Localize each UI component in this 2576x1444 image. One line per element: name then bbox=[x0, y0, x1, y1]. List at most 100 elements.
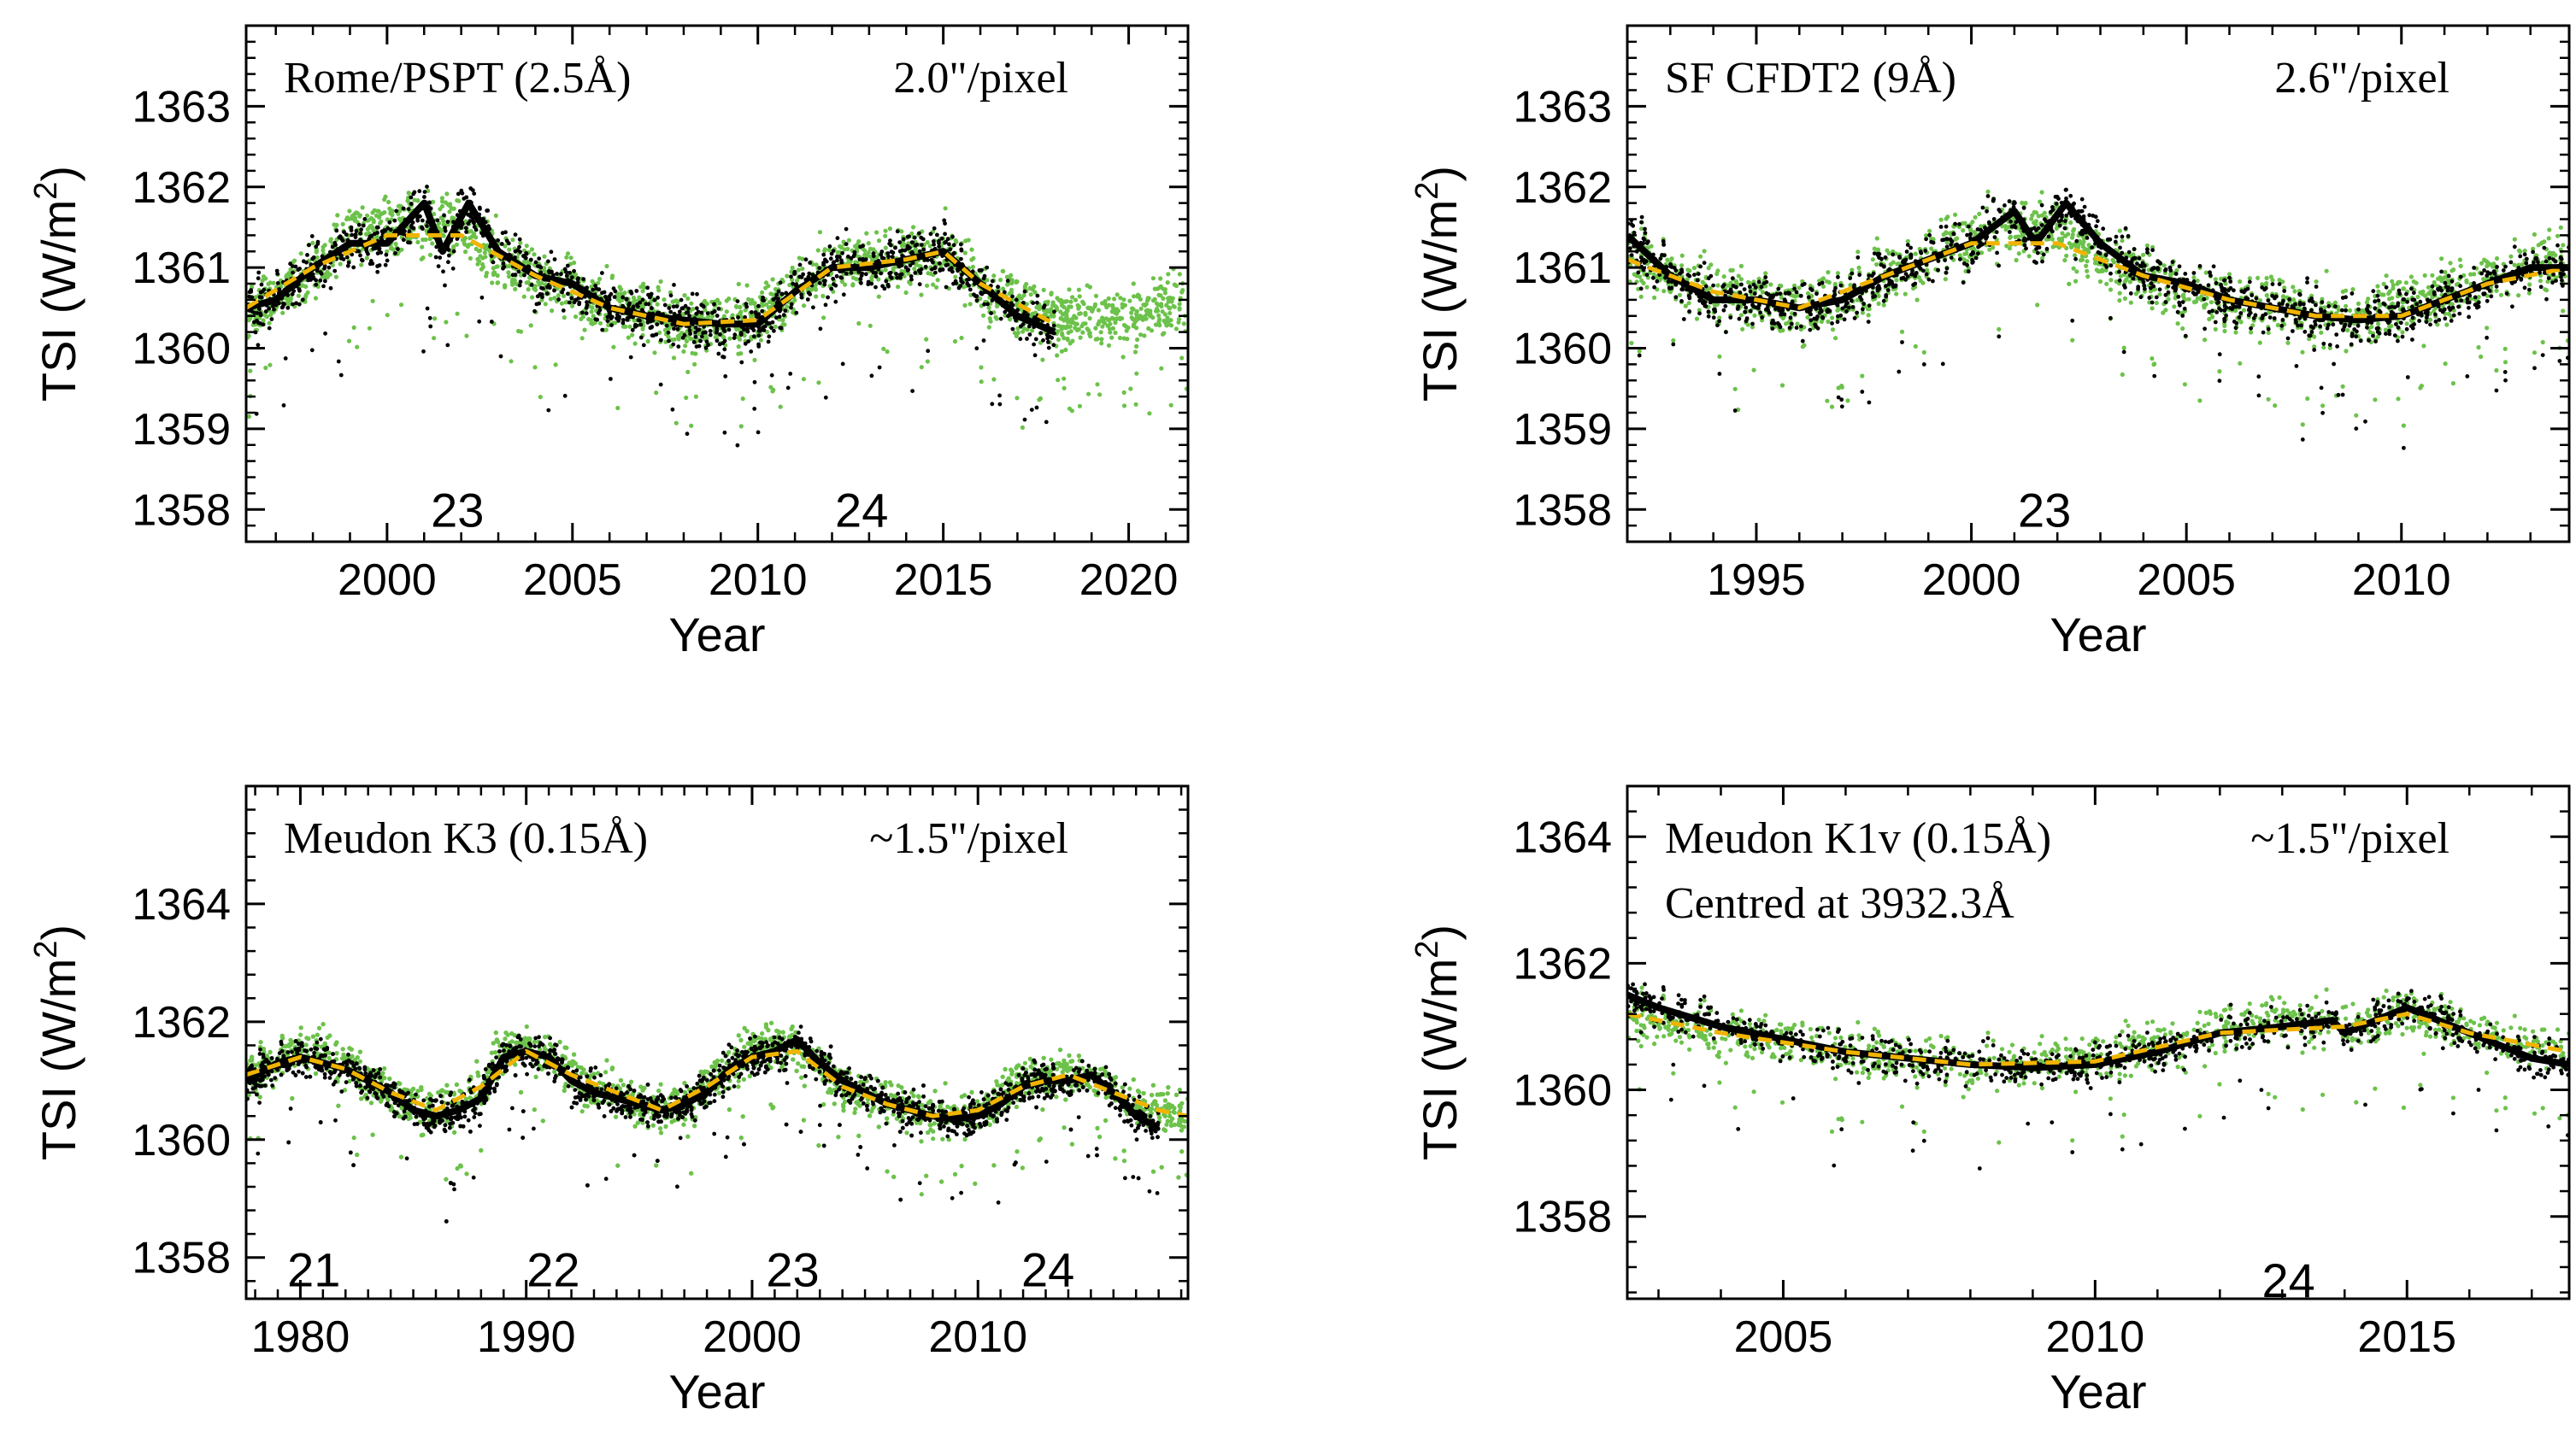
green-point bbox=[817, 230, 823, 235]
green-point bbox=[2062, 233, 2068, 238]
black-point bbox=[944, 263, 949, 267]
black-point bbox=[895, 275, 899, 280]
green-point bbox=[305, 290, 310, 295]
green-point bbox=[2426, 285, 2431, 290]
black-point bbox=[502, 264, 507, 269]
green-point bbox=[1685, 277, 1690, 282]
green-point bbox=[1096, 322, 1101, 327]
green-point bbox=[1829, 404, 1835, 409]
green-point bbox=[854, 276, 859, 282]
green-point bbox=[1779, 383, 1785, 388]
green-point bbox=[596, 280, 601, 285]
green-point bbox=[1133, 402, 1138, 407]
black-point bbox=[776, 296, 780, 302]
green-point bbox=[1132, 294, 1137, 299]
panel-rome-pspt-ylabel: TSI (W/m2) bbox=[28, 166, 85, 402]
green-point bbox=[1751, 367, 1756, 373]
black-point bbox=[952, 250, 956, 255]
black-point bbox=[472, 220, 476, 226]
black-point bbox=[982, 302, 986, 307]
black-point bbox=[743, 341, 748, 346]
green-point bbox=[2086, 249, 2091, 255]
black-point bbox=[281, 301, 285, 306]
black-point bbox=[516, 269, 521, 274]
green-point bbox=[652, 350, 657, 355]
black-point bbox=[491, 260, 496, 265]
black-point bbox=[336, 359, 341, 364]
green-point bbox=[766, 284, 771, 289]
green-point bbox=[2526, 291, 2532, 296]
black-point bbox=[887, 241, 892, 246]
green-point bbox=[528, 323, 533, 328]
green-point bbox=[1129, 310, 1134, 315]
green-point bbox=[1154, 301, 1159, 306]
green-point bbox=[1154, 308, 1159, 314]
green-point bbox=[1092, 302, 1098, 307]
green-point bbox=[2307, 337, 2312, 342]
green-point bbox=[1037, 397, 1042, 402]
green-point bbox=[460, 238, 466, 243]
green-point bbox=[764, 302, 769, 307]
green-point bbox=[2222, 328, 2227, 334]
green-point bbox=[1171, 303, 1176, 308]
black-point bbox=[959, 256, 963, 261]
black-point bbox=[923, 264, 928, 269]
black-point bbox=[596, 310, 601, 315]
black-point bbox=[698, 338, 703, 343]
black-point bbox=[721, 355, 726, 360]
black-point bbox=[744, 302, 749, 307]
green-point bbox=[2096, 268, 2101, 274]
green-point bbox=[743, 308, 748, 313]
green-point bbox=[649, 299, 654, 304]
green-point bbox=[2450, 381, 2455, 386]
green-point bbox=[2029, 216, 2034, 221]
black-point bbox=[823, 302, 828, 308]
black-point bbox=[261, 322, 266, 327]
green-point bbox=[1030, 328, 1035, 333]
green-point bbox=[2157, 291, 2162, 297]
green-point bbox=[632, 341, 638, 346]
green-point bbox=[2148, 289, 2153, 294]
green-point bbox=[1161, 296, 1166, 301]
green-point bbox=[368, 224, 373, 229]
green-point bbox=[1078, 335, 1083, 340]
x-tick-label: 2010 bbox=[709, 555, 808, 605]
black-point bbox=[470, 188, 475, 193]
green-point bbox=[638, 285, 644, 290]
black-point bbox=[379, 229, 385, 234]
green-point bbox=[2213, 277, 2218, 282]
green-point bbox=[2203, 270, 2208, 275]
green-point bbox=[365, 213, 370, 218]
green-point bbox=[744, 283, 750, 288]
black-point bbox=[805, 297, 810, 302]
black-point bbox=[833, 283, 838, 288]
green-point bbox=[876, 277, 881, 282]
black-point bbox=[831, 276, 836, 281]
green-point bbox=[850, 282, 856, 287]
green-point bbox=[2197, 398, 2203, 403]
green-point bbox=[1924, 233, 1929, 238]
black-point bbox=[630, 327, 635, 332]
black-point bbox=[974, 294, 979, 299]
green-point bbox=[883, 228, 888, 233]
black-point bbox=[910, 261, 915, 266]
green-point bbox=[2108, 278, 2114, 283]
black-point bbox=[1025, 337, 1029, 341]
black-point bbox=[409, 195, 414, 200]
green-point bbox=[1134, 371, 1139, 376]
black-point bbox=[767, 334, 772, 339]
green-point bbox=[2421, 343, 2426, 349]
green-point bbox=[2553, 253, 2558, 258]
black-point bbox=[742, 327, 746, 332]
green-point bbox=[2127, 279, 2132, 285]
black-point bbox=[1010, 302, 1015, 308]
green-point bbox=[770, 301, 776, 307]
green-point bbox=[1704, 287, 1709, 293]
green-point bbox=[1740, 326, 1745, 332]
green-point bbox=[2233, 330, 2238, 335]
black-point bbox=[791, 281, 796, 286]
green-point bbox=[2083, 247, 2088, 252]
green-point bbox=[2068, 220, 2073, 226]
green-point bbox=[1179, 290, 1185, 295]
black-point bbox=[722, 338, 727, 343]
